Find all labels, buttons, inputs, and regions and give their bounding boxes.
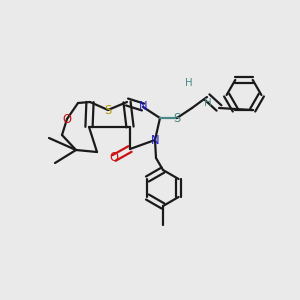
Text: S: S [104,103,112,116]
Text: N: N [139,100,147,113]
Text: H: H [204,98,212,108]
Text: S: S [173,112,181,124]
Text: N: N [151,134,159,146]
Text: O: O [110,152,118,164]
Text: O: O [62,112,71,125]
Text: H: H [184,78,192,88]
